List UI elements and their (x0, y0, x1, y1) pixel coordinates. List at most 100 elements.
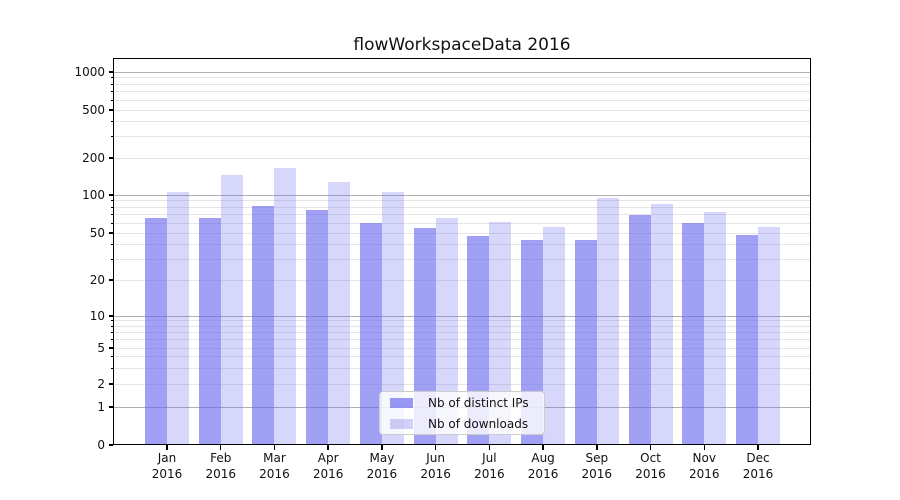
gridline-minor (114, 77, 810, 79)
bar-nb-of-distinct-ips-nov (682, 223, 705, 445)
bar-nb-of-downloads-jul (489, 222, 512, 445)
gridline-major (114, 194, 810, 196)
gridline-minor (114, 99, 810, 101)
y-tick-minor (110, 232, 113, 234)
legend-label-distinct-ips: Nb of distinct IPs (428, 395, 529, 410)
y-tick-minor (110, 279, 113, 281)
x-tick (596, 445, 598, 450)
bar-nb-of-downloads-jan (167, 191, 189, 445)
y-tick-minor (110, 325, 113, 327)
gridline-minor (114, 347, 810, 349)
y-tick-label: 2 (97, 377, 105, 391)
legend-label-downloads: Nb of downloads (428, 416, 529, 431)
x-tick-label: Feb 2016 (205, 451, 236, 481)
gridline-minor (114, 243, 810, 245)
gridline-minor (114, 279, 810, 281)
x-tick (327, 445, 329, 450)
x-tick (220, 445, 222, 450)
y-tick-minor (110, 136, 113, 138)
gridline-minor (114, 232, 810, 234)
gridline-minor (114, 136, 810, 138)
y-tick-minor (110, 77, 113, 79)
y-tick-label: 100 (82, 188, 105, 202)
bar-nb-of-distinct-ips-apr (306, 210, 329, 445)
gridline-minor (114, 206, 810, 208)
gridline-minor (114, 367, 810, 369)
bar-nb-of-downloads-nov (704, 211, 727, 445)
y-tick-label: 20 (89, 273, 105, 287)
legend-row-downloads: Nb of downloads (386, 417, 538, 431)
x-tick-label: Jul 2016 (474, 451, 505, 481)
bar-nb-of-downloads-aug (543, 226, 566, 445)
y-tick-label: 200 (82, 151, 105, 165)
gridline-minor (114, 109, 810, 111)
x-tick (757, 445, 759, 450)
y-tick-minor (110, 347, 113, 349)
y-tick-minor (110, 356, 113, 358)
gridline-minor (114, 222, 810, 224)
gridline-minor (114, 325, 810, 327)
x-tick-label: Dec 2016 (742, 451, 774, 481)
gridline-major (114, 71, 810, 73)
chart-title: flowWorkspaceData 2016 (353, 35, 571, 55)
y-tick-minor (110, 109, 113, 111)
y-tick-minor (110, 121, 113, 123)
y-tick-label: 50 (89, 226, 105, 240)
x-tick-label: Mar 2016 (259, 451, 290, 481)
x-tick (273, 445, 276, 450)
x-tick (381, 445, 383, 450)
gridline-minor (114, 339, 810, 341)
bar-nb-of-downloads-feb (220, 175, 243, 445)
y-tick (108, 444, 113, 446)
y-tick-minor (110, 222, 113, 224)
y-tick-minor (110, 206, 113, 208)
legend-row-distinct-ips: Nb of distinct IPs (386, 396, 538, 410)
x-tick-label: Nov 2016 (688, 451, 720, 481)
gridline-minor (114, 331, 810, 333)
x-tick (434, 445, 437, 450)
y-tick-minor (110, 258, 113, 260)
y-tick-minor (110, 83, 113, 85)
gridline-major (114, 315, 810, 317)
y-tick-label: 5 (97, 341, 105, 355)
y-tick-minor (110, 157, 113, 159)
y-tick-label: 1 (97, 400, 105, 414)
x-tick (649, 445, 652, 450)
gridline-minor (114, 383, 810, 385)
bar-nb-of-distinct-ips-oct (628, 214, 651, 445)
gridline-minor (114, 214, 810, 216)
gridline-minor (114, 356, 810, 358)
bar-nb-of-downloads-oct (650, 203, 673, 445)
y-tick-label: 0 (97, 438, 105, 452)
gridline-minor (114, 258, 810, 260)
bar-nb-of-distinct-ips-feb (198, 217, 221, 445)
bar-nb-of-downloads-jun (435, 217, 458, 445)
x-tick-label: Jun 2016 (420, 451, 451, 481)
y-tick-minor (110, 243, 113, 245)
y-tick (108, 71, 113, 73)
y-tick-minor (110, 367, 113, 369)
x-tick (488, 445, 491, 450)
bar-nb-of-downloads-sep (596, 197, 619, 445)
legend: Nb of distinct IPs Nb of downloads (379, 391, 545, 435)
gridline-minor (114, 157, 810, 159)
bar-nb-of-downloads-dec (758, 226, 780, 445)
y-tick (108, 406, 113, 408)
x-tick (703, 445, 705, 450)
x-tick (542, 445, 544, 450)
y-tick-minor (110, 200, 113, 202)
gridline-minor (114, 320, 810, 322)
legend-swatch-downloads (390, 418, 413, 429)
y-tick-label: 1000 (74, 65, 105, 79)
x-tick-label: Apr 2016 (312, 451, 344, 481)
bar-nb-of-downloads-apr (328, 181, 351, 445)
x-tick-label: May 2016 (366, 451, 398, 481)
gridline-minor (114, 83, 810, 85)
bar-nb-of-distinct-ips-sep (574, 239, 597, 445)
y-tick (108, 315, 113, 317)
bar-nb-of-distinct-ips-dec (736, 235, 758, 445)
x-tick-label: Sep 2016 (581, 451, 613, 481)
y-tick-minor (110, 91, 113, 93)
x-tick-label: Aug 2016 (527, 451, 559, 481)
y-tick-minor (110, 331, 113, 333)
